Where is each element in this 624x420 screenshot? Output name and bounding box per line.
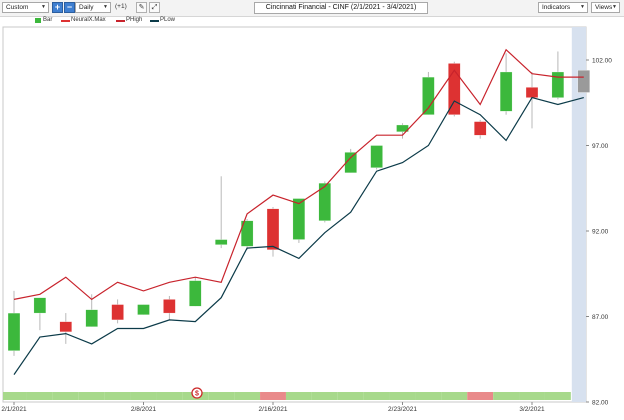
neuralx-band-segment	[156, 392, 183, 400]
y-tick-label: 82.00	[592, 400, 609, 407]
x-tick-label: 2/16/2021	[259, 406, 288, 413]
candle-body	[577, 70, 590, 93]
legend-bar-swatch	[35, 18, 41, 23]
chevron-down-icon: ▼	[580, 4, 585, 10]
x-tick-label: 2/8/2021	[131, 406, 157, 413]
candle-body	[474, 121, 487, 136]
neuralx-band-segment	[285, 392, 312, 400]
neuralx-band-segment	[26, 392, 53, 400]
neuralx-band-segment	[208, 392, 235, 400]
neuralx-band-segment	[493, 392, 520, 400]
legend-plow-label: PLow	[160, 17, 176, 23]
candle-body	[111, 304, 124, 321]
draw-tool-button[interactable]: ✎	[136, 2, 147, 13]
candle-body	[525, 87, 539, 98]
neuralx-band-segment	[544, 392, 571, 400]
y-tick-label: 92.00	[592, 229, 609, 236]
x-tick-label: 2/23/2021	[388, 406, 417, 413]
interval-dropdown-label: Daily	[79, 4, 94, 11]
x-tick-label: 3/2/2021	[519, 406, 545, 413]
plow-line	[13, 96, 584, 375]
candle-body	[448, 63, 461, 115]
neuralx-band-segment	[363, 392, 390, 400]
candle-body	[266, 208, 280, 250]
signal-marker-glyph: $	[195, 391, 199, 398]
candle-body	[370, 145, 383, 168]
x-tick-label: 2/1/2021	[1, 406, 27, 413]
views-dropdown-label: Views	[595, 4, 613, 11]
indicators-dropdown[interactable]: Indicators ▼	[538, 2, 588, 13]
neuralx-band-segment	[78, 392, 105, 400]
views-dropdown[interactable]: Views ▼	[591, 2, 620, 13]
candle-body	[85, 309, 98, 327]
signal-marker-icon	[191, 387, 203, 399]
chevron-down-icon: ▼	[103, 4, 108, 10]
candle-body	[240, 220, 254, 247]
legend-neuralx-swatch	[61, 20, 70, 22]
chevron-down-icon: ▼	[612, 4, 617, 10]
candle-body	[344, 152, 357, 174]
neuralx-band-segment	[234, 392, 261, 400]
candle-body	[163, 299, 176, 314]
candle-body	[33, 297, 47, 314]
candle-body	[189, 280, 202, 307]
candle-body	[318, 182, 331, 221]
candle-body	[292, 198, 306, 240]
candle-body	[499, 71, 513, 112]
neuralx-band-segment	[260, 392, 286, 400]
neuralx-band-segment	[467, 392, 494, 400]
legend-phigh-swatch	[116, 20, 125, 22]
custom-dropdown-label: Custom	[6, 4, 29, 11]
zoom-in-button[interactable]: +	[52, 2, 63, 13]
chevron-down-icon: ▼	[41, 4, 46, 10]
candle-body	[215, 239, 228, 245]
offset-label: (+1)	[115, 3, 127, 10]
candle-body	[59, 321, 72, 333]
toolbar: Custom ▼ + − Daily ▼ (+1) ✎ ⤢ Cincinnati…	[0, 0, 624, 17]
neuralx-band-segment	[130, 392, 157, 400]
legend-plow-swatch	[150, 20, 159, 22]
candle-body	[137, 304, 150, 315]
legend-phigh-label: PHigh	[126, 17, 143, 23]
neuralx-band-segment	[441, 392, 468, 400]
neuralx-band-segment	[389, 392, 416, 400]
phigh-line	[13, 48, 584, 301]
legend-neuralx-label: NeuralX.Max	[71, 17, 106, 23]
pencil-icon: ✎	[138, 4, 145, 11]
forecast-region	[571, 27, 586, 402]
neuralx-band-segment	[519, 392, 545, 400]
neuralx-band-segment	[52, 392, 79, 400]
move-tool-button[interactable]: ⤢	[149, 2, 160, 13]
neuralx-band-segment	[337, 392, 364, 400]
legend-bar-label: Bar	[43, 17, 53, 23]
interval-dropdown[interactable]: Daily ▼	[75, 2, 111, 13]
expand-arrows-icon: ⤢	[151, 4, 158, 11]
candle-body	[422, 76, 435, 115]
y-tick-label: 97.00	[592, 143, 609, 150]
neuralx-band-segment	[311, 392, 338, 400]
indicators-dropdown-label: Indicators	[542, 4, 571, 11]
neuralx-band-segment	[104, 392, 131, 400]
custom-dropdown[interactable]: Custom ▼	[2, 2, 49, 13]
neuralx-band-segment	[3, 392, 27, 400]
y-tick-label: 87.00	[592, 314, 609, 321]
candle-body	[551, 71, 565, 98]
neuralx-band-segment	[415, 392, 442, 400]
y-tick-label: 102.00	[592, 58, 612, 65]
candle-body	[7, 312, 21, 351]
chart-title-field[interactable]: Cincinnati Financial - CINF (2/1/2021 - …	[254, 2, 428, 14]
zoom-out-button[interactable]: −	[64, 2, 75, 13]
